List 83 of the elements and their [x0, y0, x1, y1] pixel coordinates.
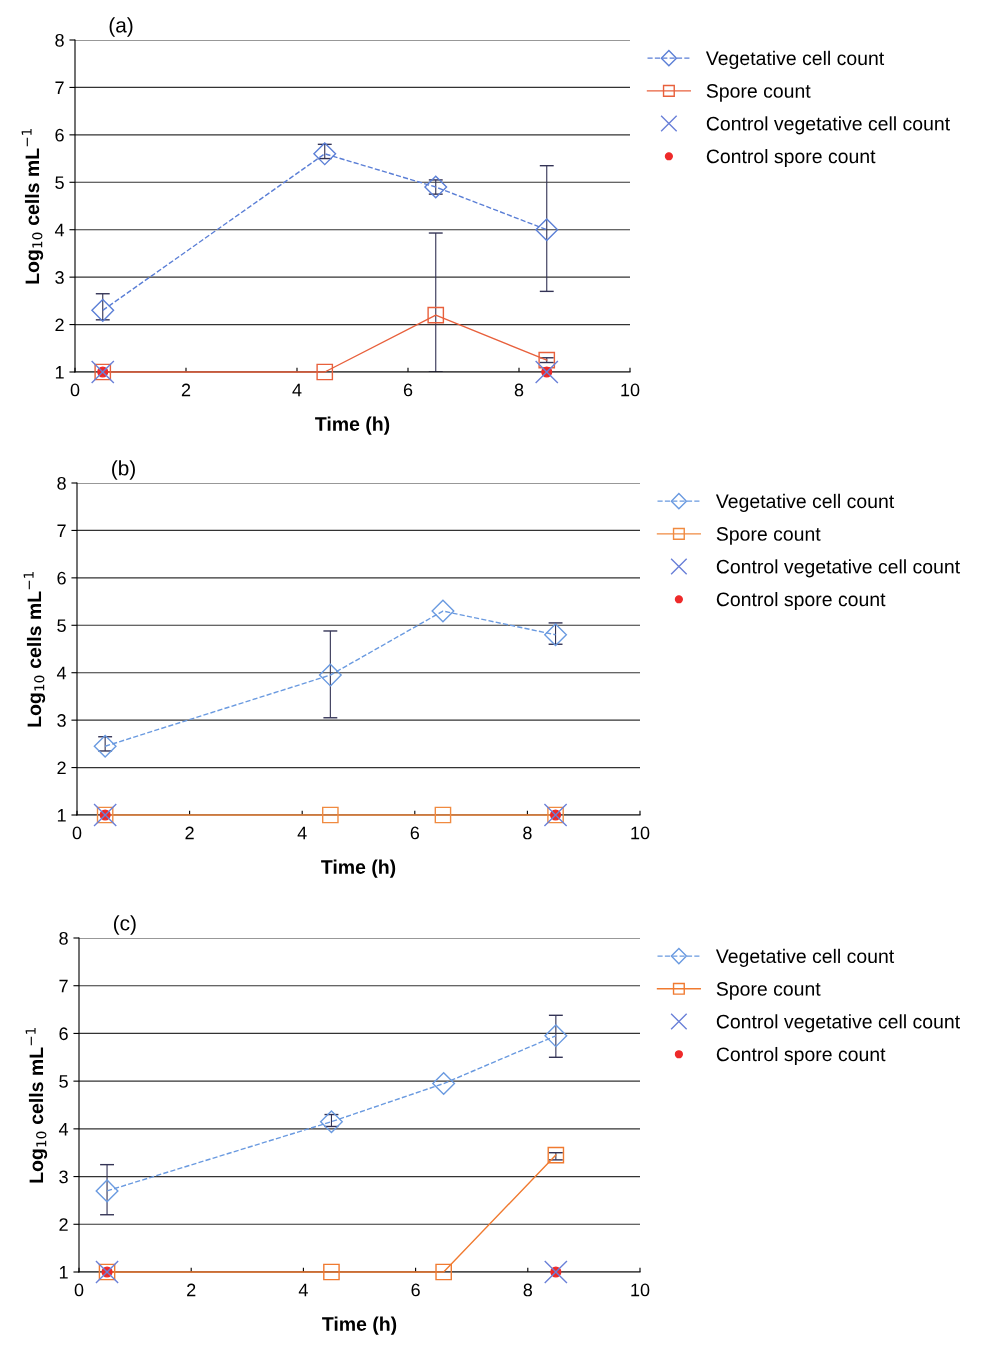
y-axis-title: Log$_{10}$ cells mL$^{−1}$ — [23, 571, 46, 727]
x-tick-label: 6 — [410, 826, 420, 840]
y-tick-label: 2 — [55, 318, 64, 332]
point — [91, 298, 115, 322]
x-tick-label: 8 — [523, 826, 532, 840]
legend-label: Control vegetative cell count — [716, 1014, 960, 1033]
point — [313, 142, 337, 166]
legend-label: Control vegetative cell count — [706, 116, 950, 135]
legend-label: Vegetative cell count — [705, 50, 885, 69]
point — [95, 1179, 119, 1203]
point — [431, 599, 455, 623]
legend-label: Spore count — [716, 982, 821, 1000]
point — [544, 1024, 568, 1048]
x-tick-label: 6 — [403, 383, 413, 397]
point — [323, 1263, 340, 1281]
y-tick-label: 5 — [57, 619, 66, 633]
x-tick-label: 6 — [411, 1283, 420, 1297]
point — [318, 663, 342, 687]
y-axis-title: Log$_{10}$ cells mL$^{−1}$ — [21, 128, 44, 284]
x-tick-label: 4 — [292, 383, 302, 397]
y-tick-label: 7 — [59, 979, 68, 993]
point — [319, 1110, 343, 1134]
x-tick-label: 0 — [72, 826, 82, 840]
point — [544, 1260, 568, 1284]
y-tick-label: 8 — [55, 33, 64, 47]
y-axis-title: Log$_{10}$ cells mL$^{−1}$ — [25, 1027, 48, 1183]
point — [434, 806, 452, 824]
point — [93, 734, 117, 758]
point — [427, 306, 445, 324]
x-tick-label: 2 — [181, 383, 191, 397]
y-tick-label: 5 — [59, 1075, 68, 1088]
chart-title: (b) — [112, 460, 135, 480]
y-tick-label: 5 — [55, 176, 64, 190]
y-tick-label: 3 — [57, 714, 66, 727]
legend-label: Vegetative cell count — [715, 948, 895, 967]
x-tick-label: 2 — [187, 1283, 196, 1297]
x-tick-label: 4 — [297, 826, 307, 840]
x-tick-label: 0 — [74, 1283, 84, 1297]
x-tick-label: 0 — [70, 383, 80, 397]
x-tick-label: 4 — [298, 1283, 308, 1297]
point — [316, 363, 334, 381]
point — [534, 360, 559, 384]
y-tick-label: 3 — [59, 1170, 68, 1184]
x-tick-label: 10 — [631, 1283, 650, 1297]
legend-label: Control spore count — [716, 591, 886, 611]
x-axis-title: Time (h) — [322, 1316, 397, 1335]
x-axis-title: Time (h) — [315, 416, 390, 435]
chart-title: (a) — [109, 17, 133, 37]
y-tick-label: 8 — [59, 931, 68, 945]
y-tick-label: 6 — [57, 571, 66, 585]
y-tick-label: 6 — [55, 128, 64, 142]
legend-label: Vegetative cell count — [715, 493, 895, 512]
legend-label: Control spore count — [716, 1046, 886, 1066]
y-tick-label: 8 — [57, 476, 66, 490]
y-tick-label: 4 — [54, 223, 65, 237]
x-tick-label: 8 — [514, 383, 524, 397]
y-tick-label: 1 — [57, 809, 66, 822]
x-tick-label: 10 — [621, 383, 640, 397]
y-tick-label: 1 — [59, 1266, 68, 1279]
point — [547, 1146, 565, 1164]
legend-label: Control vegetative cell count — [716, 559, 960, 578]
legend-label: Control spore count — [706, 148, 876, 168]
x-tick-label: 2 — [185, 826, 194, 840]
y-tick-label: 2 — [57, 761, 66, 775]
legend-label: Spore count — [706, 84, 811, 102]
point — [435, 1263, 452, 1281]
x-axis-title: Time (h) — [321, 859, 396, 878]
x-tick-label: 8 — [523, 1283, 533, 1297]
point — [538, 351, 556, 369]
point — [535, 218, 559, 242]
y-tick-label: 4 — [58, 1122, 69, 1136]
y-tick-label: 6 — [59, 1027, 68, 1041]
point — [432, 1072, 456, 1096]
chart-title: (c) — [113, 915, 136, 935]
x-tick-label: 10 — [631, 826, 650, 840]
legend-label: Spore count — [716, 527, 821, 545]
y-tick-label: 7 — [55, 81, 64, 94]
y-tick-label: 4 — [56, 666, 67, 680]
y-tick-label: 2 — [59, 1218, 68, 1231]
y-tick-label: 1 — [55, 366, 64, 379]
y-tick-label: 7 — [57, 524, 66, 537]
point — [322, 806, 339, 824]
y-tick-label: 3 — [55, 271, 64, 284]
